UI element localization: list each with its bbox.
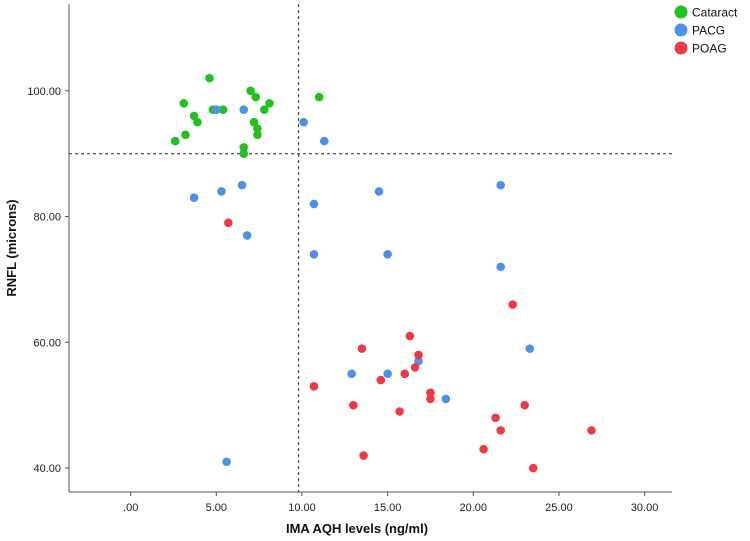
data-point-pacg — [217, 187, 226, 196]
data-points — [170, 73, 596, 473]
data-point-pacg — [374, 187, 384, 196]
data-point-pacg — [239, 105, 249, 114]
y-tick-label: 60.00 — [33, 337, 61, 349]
data-point-pacg — [309, 249, 319, 259]
data-point-pacg — [189, 193, 199, 202]
legend-marker-pacg — [674, 23, 688, 37]
data-point-cataract — [193, 117, 202, 127]
data-point-cataract — [218, 105, 228, 114]
legend-label-pacg: PACG — [692, 24, 725, 38]
data-point-pacg — [242, 231, 252, 240]
data-point-pacg — [309, 199, 319, 209]
data-point-pacg — [414, 356, 423, 366]
y-tick-label: 80.00 — [33, 212, 61, 224]
data-point-cataract — [239, 143, 249, 152]
data-point-poag — [587, 426, 596, 435]
x-tick-label: 15.00 — [374, 502, 402, 514]
y-tick-label: 40.00 — [33, 463, 61, 475]
y-axis-title: RNFL (microns) — [4, 199, 19, 296]
y-tick-label: 100.00 — [27, 86, 61, 98]
legend-label-poag: POAG — [692, 42, 727, 56]
data-point-pacg — [212, 105, 221, 114]
legend: Cataract PACG POAG — [674, 5, 738, 56]
data-point-pacg — [319, 136, 329, 146]
data-point-cataract — [179, 99, 189, 108]
data-point-poag — [414, 350, 423, 360]
data-point-poag — [528, 463, 538, 473]
data-point-poag — [520, 400, 529, 410]
x-tick-labels: .00 5.00 10.00 15.00 20.00 25.00 30.00 — [123, 492, 658, 514]
data-point-poag — [405, 331, 415, 341]
series-pacg — [189, 105, 535, 467]
data-point-cataract — [239, 149, 249, 158]
data-point-poag — [400, 369, 410, 379]
data-point-poag — [395, 407, 404, 416]
data-point-poag — [479, 444, 488, 454]
x-tick-label: .00 — [123, 502, 138, 514]
data-point-poag — [224, 218, 233, 228]
x-axis-title: IMA AQH levels (ng/ml) — [286, 521, 428, 536]
data-point-cataract — [249, 117, 259, 127]
x-tick-label: 30.00 — [631, 502, 659, 514]
x-tick-label: 10.00 — [288, 502, 316, 514]
data-point-poag — [309, 382, 319, 391]
legend-marker-poag — [674, 41, 688, 55]
legend-marker-cataract — [674, 5, 688, 19]
data-point-cataract — [246, 86, 255, 96]
data-point-poag — [410, 363, 420, 372]
data-point-cataract — [253, 130, 262, 140]
legend-label-cataract: Cataract — [692, 6, 738, 20]
data-point-poag — [359, 451, 368, 460]
data-point-cataract — [205, 73, 214, 83]
series-poag — [224, 218, 596, 473]
data-point-cataract — [253, 124, 262, 133]
data-point-poag — [426, 388, 435, 397]
data-point-pacg — [496, 180, 505, 190]
data-point-cataract — [314, 92, 324, 102]
data-point-pacg — [525, 344, 535, 353]
data-point-cataract — [189, 111, 199, 121]
data-point-poag — [376, 375, 386, 385]
data-point-pacg — [383, 249, 392, 259]
data-point-cataract — [265, 99, 274, 108]
data-point-cataract — [170, 136, 180, 146]
data-point-pacg — [222, 457, 231, 467]
x-tick-label: 25.00 — [545, 502, 573, 514]
series-cataract — [170, 73, 324, 158]
x-tick-label: 5.00 — [206, 502, 227, 514]
reference-lines — [69, 4, 672, 492]
data-point-pacg — [299, 117, 308, 127]
y-tick-labels: 40.00 60.00 80.00 100.00 — [27, 86, 69, 475]
data-point-poag — [491, 413, 500, 423]
data-point-pacg — [383, 369, 392, 379]
data-point-cataract — [181, 130, 190, 140]
data-point-poag — [496, 426, 505, 435]
data-point-pacg — [347, 369, 356, 379]
data-point-poag — [357, 344, 367, 353]
data-point-cataract — [251, 92, 261, 102]
data-point-cataract — [259, 105, 269, 114]
x-tick-label: 20.00 — [460, 502, 488, 514]
data-point-pacg — [237, 180, 247, 190]
data-point-pacg — [496, 262, 505, 272]
data-point-poag — [426, 394, 435, 404]
data-point-pacg — [441, 394, 451, 404]
axes — [68, 4, 672, 493]
data-point-poag — [508, 300, 517, 309]
data-point-poag — [349, 400, 358, 410]
